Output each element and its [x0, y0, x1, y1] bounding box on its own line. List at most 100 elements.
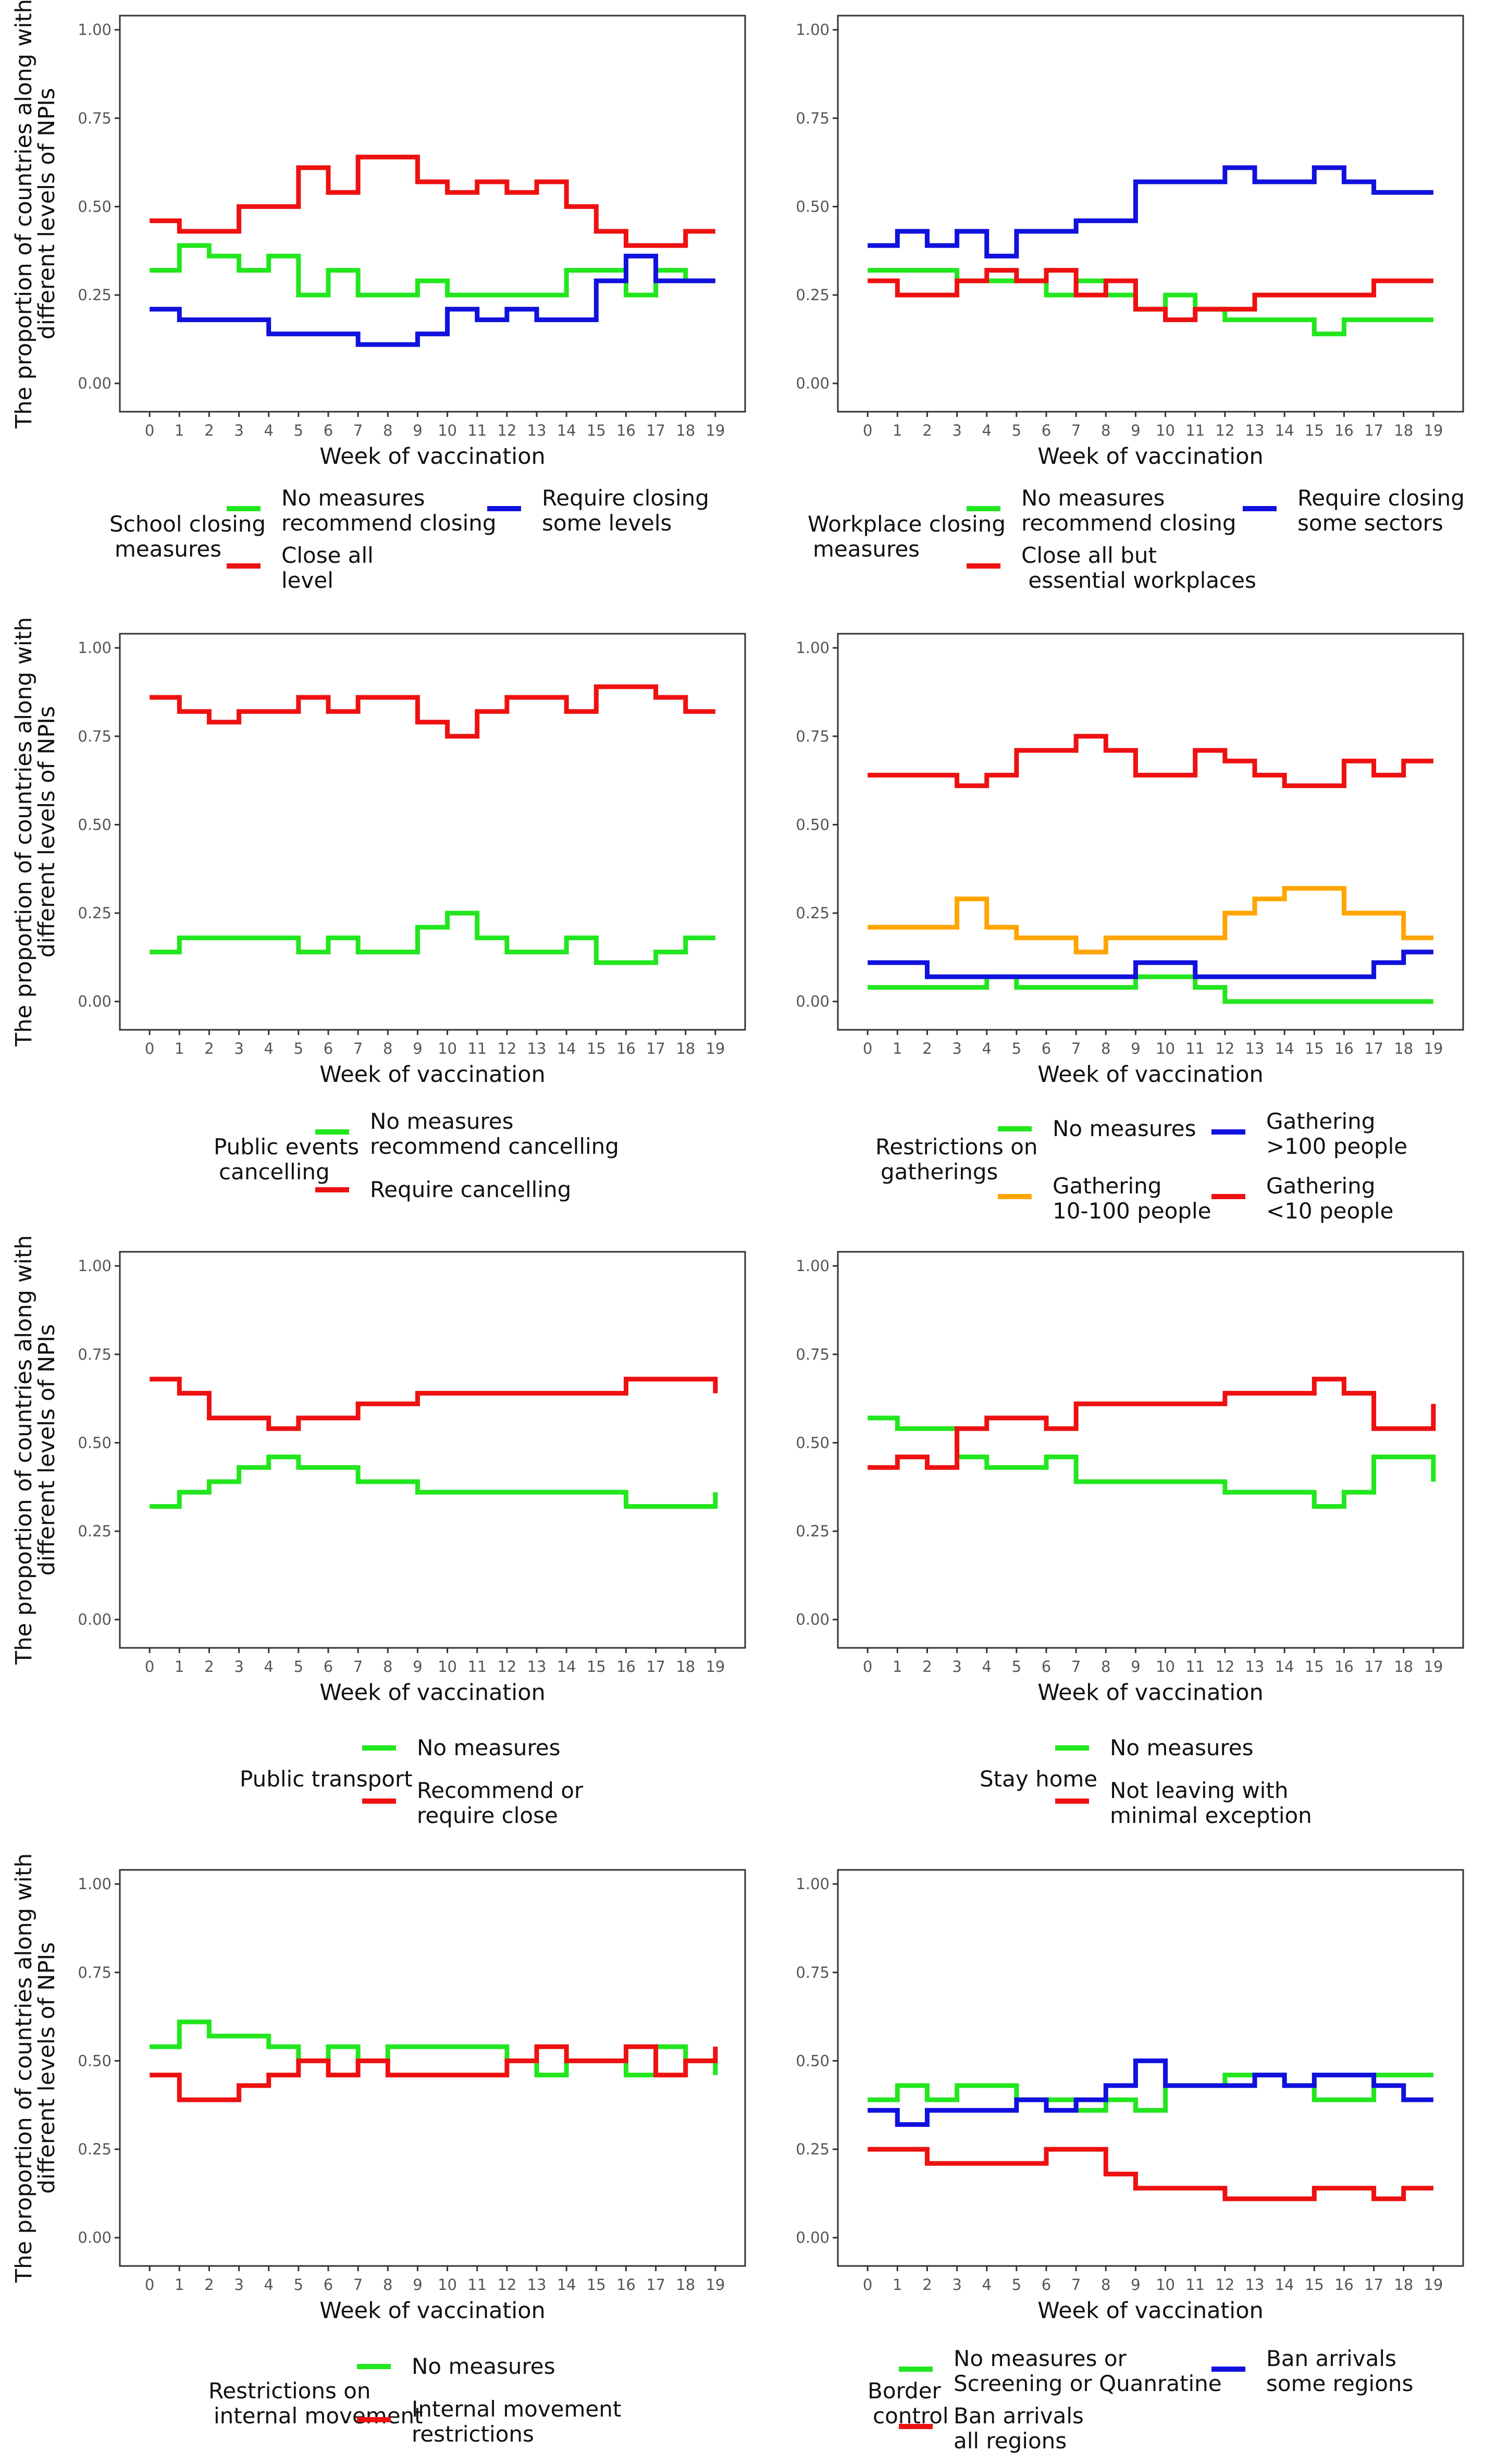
x-tick-label: 11 — [1185, 422, 1205, 439]
y-tick-label: 0.75 — [78, 109, 112, 127]
x-tick-label: 18 — [1394, 1040, 1413, 1057]
legend-entry-1: No measures — [1053, 1116, 1196, 1141]
legend-entry-2: Not leaving with minimal exception — [1110, 1778, 1312, 1828]
x-tick-label: 0 — [863, 1658, 872, 1675]
plot-frame — [837, 1251, 1464, 1649]
legend-entry-line: require close — [417, 1803, 558, 1828]
x-tick-label: 19 — [1424, 2276, 1443, 2294]
y-tick-label: 0.00 — [78, 375, 112, 392]
plot-frame — [119, 15, 746, 413]
x-tick-label: 2 — [922, 2276, 932, 2294]
x-tick-label: 5 — [1012, 1658, 1021, 1675]
x-tick-label: 1 — [893, 1040, 902, 1057]
x-tick-label: 4 — [264, 1040, 273, 1057]
y-tick-label: 1.00 — [796, 21, 830, 39]
x-tick-label: 18 — [676, 1658, 695, 1675]
x-tick-label: 12 — [1215, 1040, 1234, 1057]
y-tick-label: 0.50 — [796, 1434, 830, 1451]
legend-entry-line: Gathering — [1053, 1173, 1161, 1199]
series-line-2 — [150, 154, 715, 248]
plot-frame — [837, 633, 1464, 1031]
series-line-2 — [868, 1376, 1436, 1470]
x-tick-label: 5 — [294, 2276, 303, 2294]
legend-title-line: measures — [115, 536, 221, 562]
x-tick-label: 18 — [1394, 1658, 1413, 1675]
x-tick-label: 6 — [1042, 1040, 1051, 1057]
x-tick-label: 15 — [1305, 422, 1324, 439]
x-tick-label: 18 — [676, 422, 695, 439]
x-tick-label: 3 — [952, 422, 961, 439]
x-tick-label: 7 — [1071, 1040, 1081, 1057]
x-tick-label: 8 — [383, 422, 392, 439]
x-tick-label: 1 — [893, 2276, 902, 2294]
x-tick-label: 10 — [1156, 1040, 1175, 1057]
legend-entry-line: some levels — [542, 510, 672, 536]
legend-entry-1: No measures — [1110, 1735, 1254, 1760]
x-tick-label: 14 — [557, 1658, 576, 1675]
legend-entry-line: Close all — [281, 543, 374, 568]
y-tick-label: 0.50 — [78, 816, 112, 833]
x-tick-label: 2 — [922, 1040, 932, 1057]
x-tick-label: 14 — [557, 422, 576, 439]
legend-entry-line: No measures — [412, 2354, 555, 2379]
x-tick-label: 6 — [1042, 422, 1051, 439]
y-tick-label: 1.00 — [78, 1875, 112, 1893]
y-tick-label: 0.75 — [78, 728, 112, 745]
x-tick-label: 17 — [646, 422, 665, 439]
legend-title-line: Border — [868, 2378, 942, 2404]
x-tick-label: 19 — [706, 1658, 725, 1675]
x-tick-label: 17 — [646, 1040, 665, 1057]
legend-title-line: measures — [813, 536, 920, 562]
x-tick-label: 11 — [1185, 1040, 1205, 1057]
x-tick-label: 2 — [204, 422, 214, 439]
y-axis-label-line: The proportion of countries along with — [11, 1235, 37, 1665]
x-tick-label: 8 — [383, 2276, 392, 2294]
x-tick-label: 11 — [467, 2276, 487, 2294]
chart-panel-5: 0.000.250.500.751.000 1 2 3 4 5 6 7 8 9 10 11 12 13 14… — [11, 1235, 746, 1828]
x-tick-label: 19 — [1424, 1040, 1443, 1057]
legend-entry-line: essential workplaces — [1021, 568, 1256, 593]
legend-entry-2: Recommend or require close — [417, 1778, 584, 1828]
y-tick-label: 0.00 — [796, 1611, 830, 1629]
y-tick-label: 0.00 — [796, 375, 830, 392]
legend-entry-1: No measures recommend closing — [1021, 485, 1236, 536]
x-tick-label: 17 — [1364, 1040, 1383, 1057]
x-tick-label: 18 — [676, 1040, 695, 1057]
chart-panel-1: 0.000.250.500.751.000 1 2 3 4 5 6 7 8 9 10 11 12 13 14… — [11, 0, 746, 593]
x-tick-label: 12 — [497, 1658, 516, 1675]
x-tick-label: 5 — [294, 422, 303, 439]
legend-title: Stay home — [980, 1766, 1097, 1792]
legend-entry-line: >100 people — [1266, 1134, 1407, 1159]
x-tick-label: 18 — [1394, 2276, 1413, 2294]
legend-entry-2: Ban arrivals all regions — [954, 2403, 1084, 2454]
legend-entry-2: Internal movement restrictions — [412, 2396, 621, 2447]
legend-entry-line: Ban arrivals — [954, 2403, 1084, 2429]
x-tick-label: 6 — [324, 2276, 333, 2294]
x-tick-label: 13 — [527, 2276, 547, 2294]
legend-entry-line: <10 people — [1266, 1198, 1393, 1224]
x-tick-label: 0 — [863, 422, 872, 439]
x-tick-label: 6 — [324, 422, 333, 439]
legend-title-line: gatherings — [881, 1159, 998, 1185]
legend-entry-2: Close all but essential workplaces — [1021, 543, 1256, 593]
x-tick-label: 11 — [467, 1040, 487, 1057]
x-tick-label: 5 — [1012, 422, 1021, 439]
x-tick-label: 11 — [1185, 1658, 1205, 1675]
x-tick-label: 7 — [353, 422, 363, 439]
x-tick-label: 16 — [1334, 2276, 1354, 2294]
x-tick-label: 14 — [1275, 422, 1294, 439]
x-tick-label: 4 — [982, 1040, 991, 1057]
plot-frame — [119, 633, 746, 1031]
x-tick-label: 6 — [324, 1658, 333, 1675]
x-tick-label: 3 — [234, 2276, 243, 2294]
x-tick-label: 10 — [1156, 2276, 1175, 2294]
legend-entry-line: Require closing — [1297, 485, 1465, 511]
x-tick-label: 18 — [1394, 422, 1413, 439]
y-tick-label: 0.25 — [78, 286, 112, 304]
x-tick-label: 0 — [145, 422, 154, 439]
legend-title: Public events cancelling — [214, 1134, 359, 1185]
x-tick-label: 1 — [893, 1658, 902, 1675]
x-tick-label: 6 — [1042, 2276, 1051, 2294]
legend-entry-line: Recommend or — [417, 1778, 584, 1803]
legend-entry-line: No measures or — [954, 2346, 1127, 2371]
